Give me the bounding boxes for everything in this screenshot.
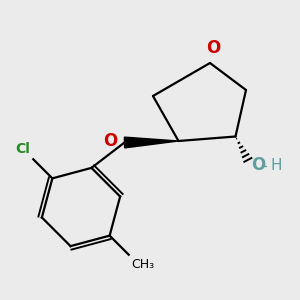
Text: H: H [271,158,282,173]
Text: O: O [251,156,266,174]
Polygon shape [124,137,178,148]
Text: O: O [206,39,220,57]
Text: O: O [103,132,117,150]
Text: Cl: Cl [15,142,30,156]
Text: CH₃: CH₃ [132,258,155,271]
